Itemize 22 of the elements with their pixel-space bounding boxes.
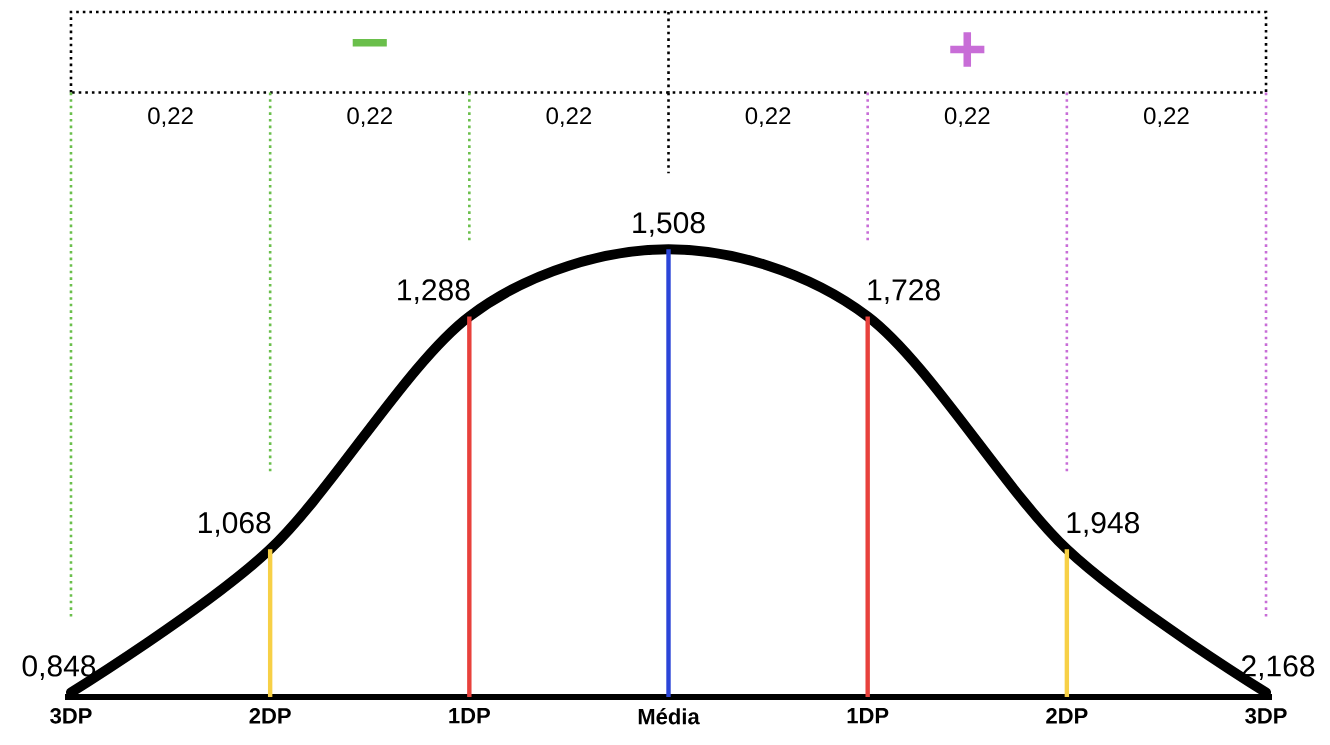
x-tick-label: 2DP (249, 708, 291, 724)
x-tick-label: 3DP (1245, 708, 1287, 724)
annotation: 1,728 (868, 279, 940, 304)
text: 0,22 (148, 107, 193, 128)
annotation: 1,068 (198, 512, 271, 537)
text: 0,22 (546, 107, 592, 128)
text: − (352, 39, 387, 47)
x-tick-label: 3DP (50, 708, 92, 724)
x-tick-label: 1DP (847, 708, 889, 724)
x-tick-label: Média (638, 708, 700, 725)
text: 0,22 (944, 107, 990, 128)
annotation: 1,288 (398, 279, 470, 304)
annotation: 2,168 (1242, 655, 1315, 681)
annotation: 0,848 (22, 655, 96, 681)
text: 0,22 (745, 107, 791, 128)
text: + (950, 32, 985, 67)
text: 1,508 (633, 212, 705, 237)
x-tick-label: 1DP (449, 708, 490, 724)
text: 0,22 (347, 107, 392, 128)
x-tick-label: 2DP (1046, 708, 1088, 724)
annotation: 1,948 (1067, 512, 1139, 537)
text: 0,22 (1144, 107, 1189, 128)
